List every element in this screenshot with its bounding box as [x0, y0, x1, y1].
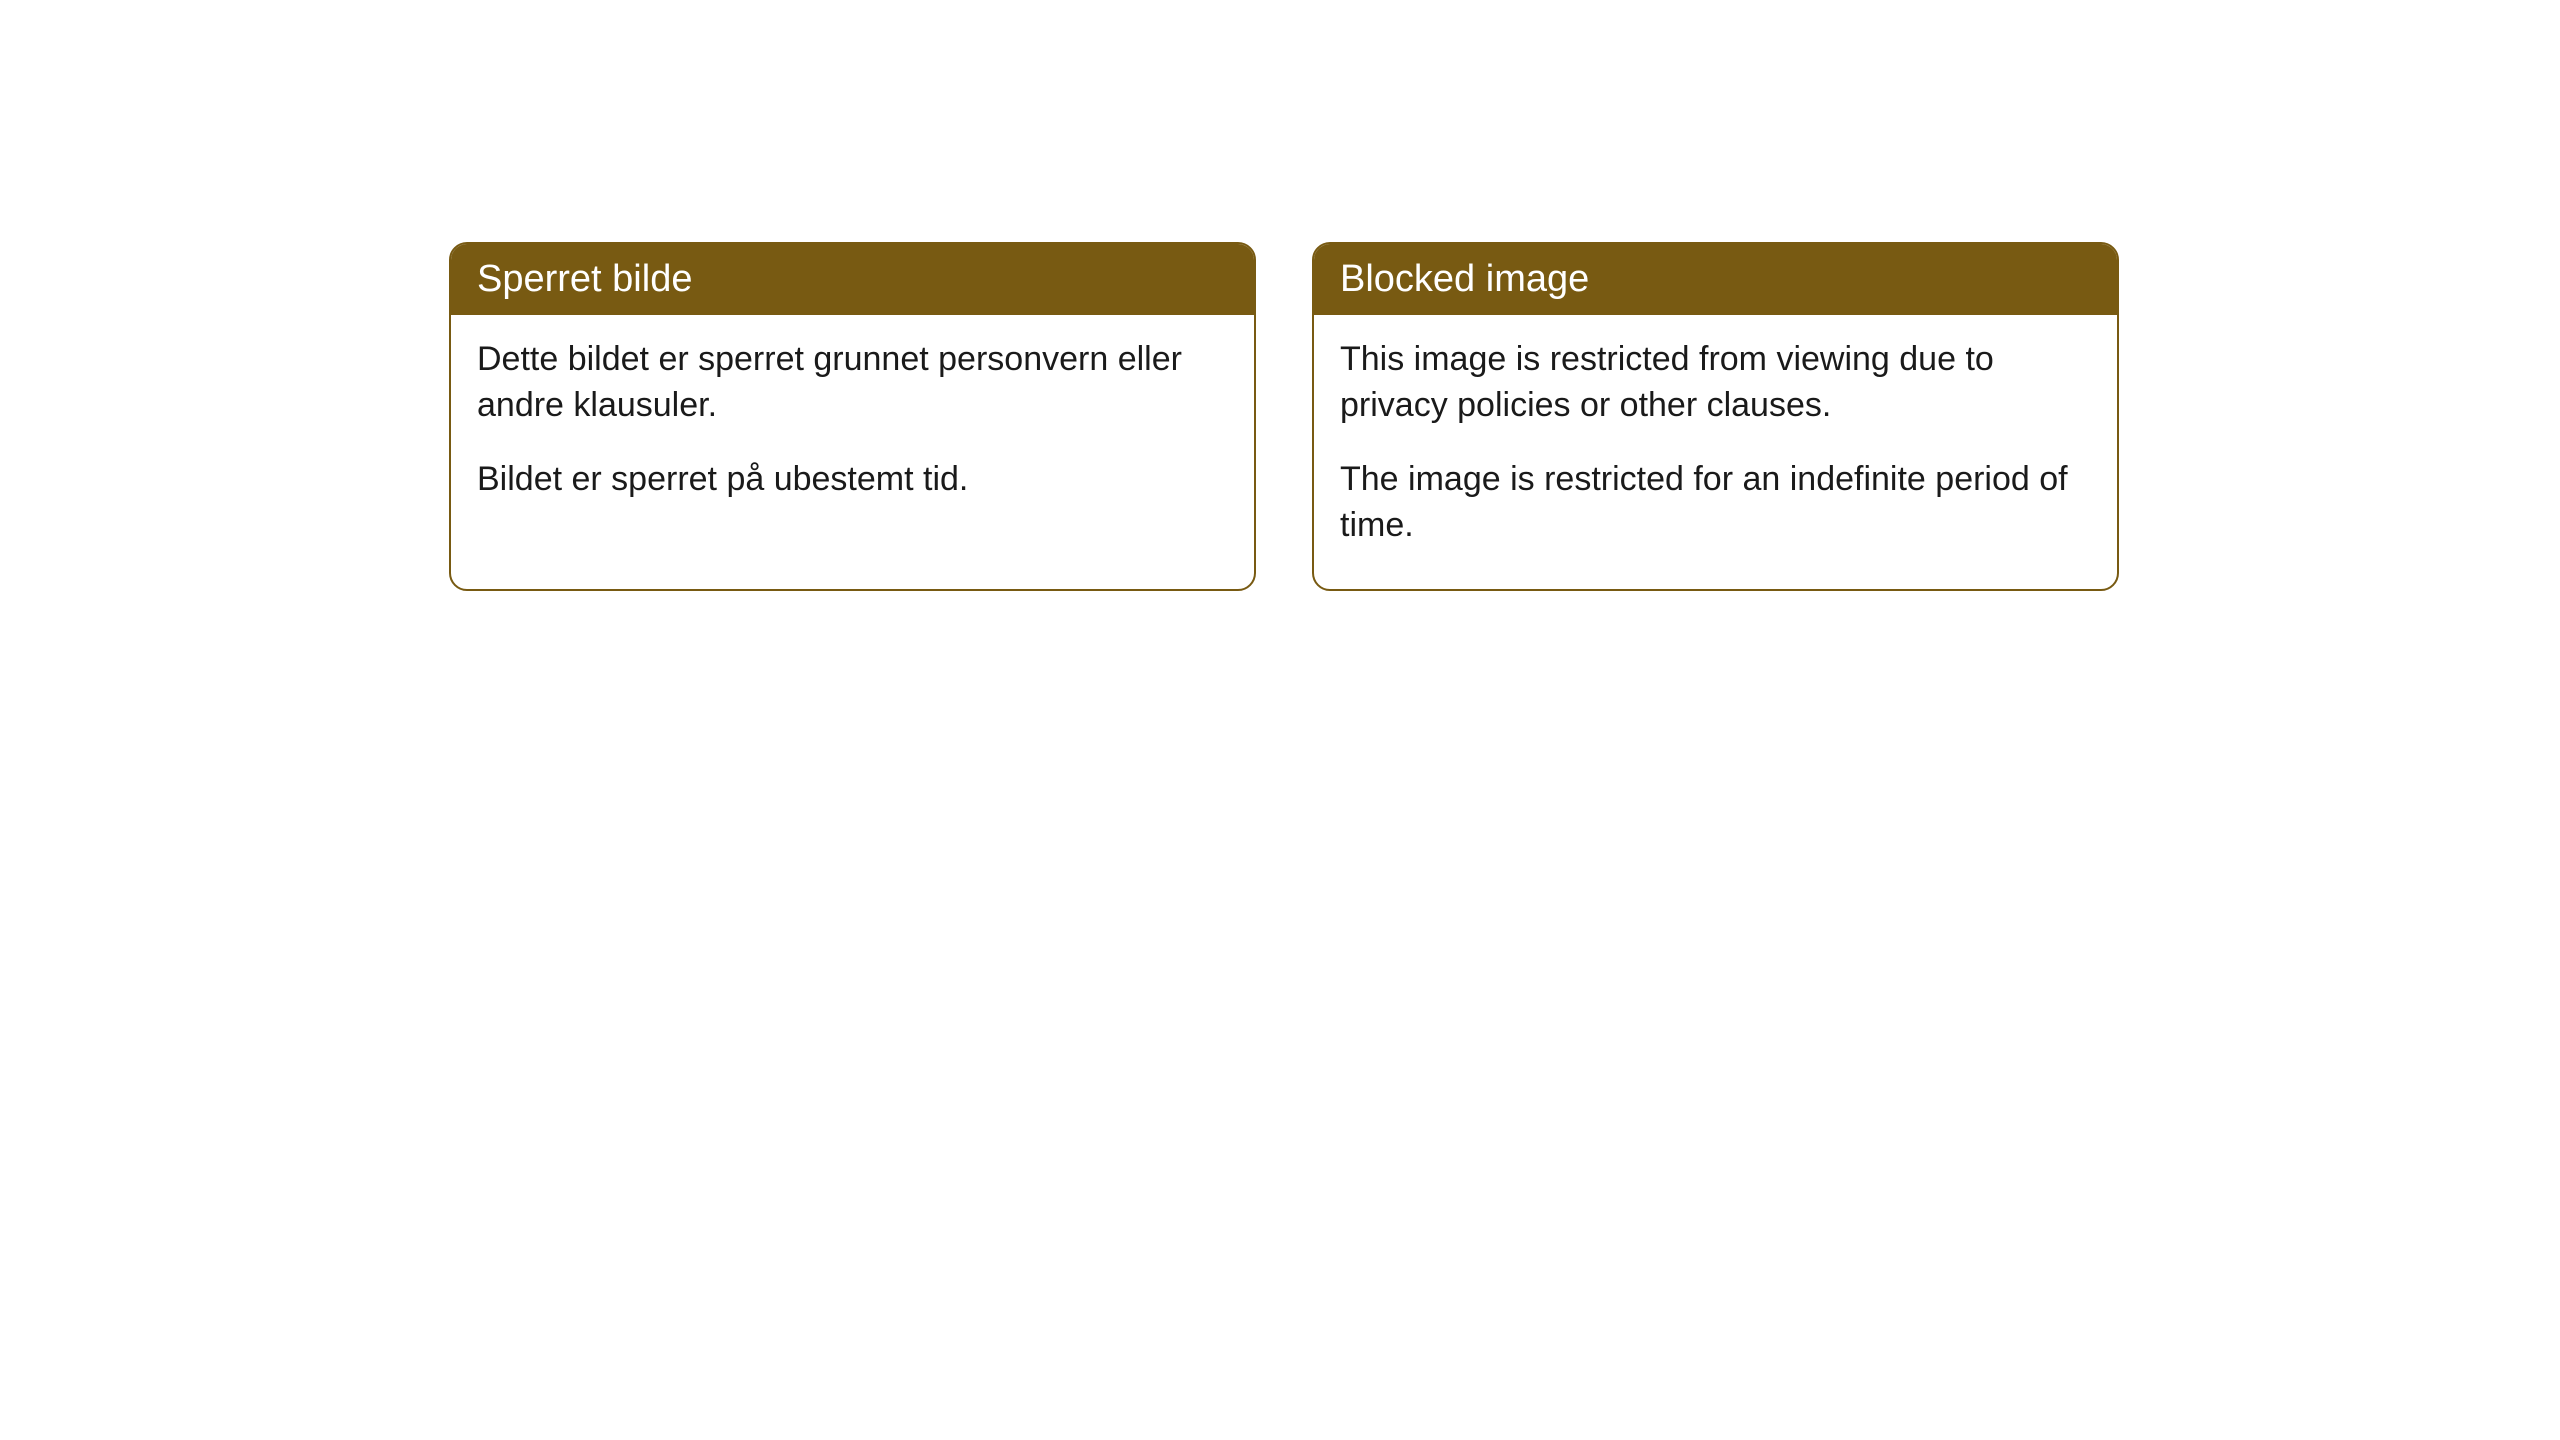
card-paragraph: Bildet er sperret på ubestemt tid. [477, 457, 1228, 503]
card-paragraph: Dette bildet er sperret grunnet personve… [477, 337, 1228, 429]
card-paragraph: The image is restricted for an indefinit… [1340, 457, 2091, 549]
card-body-norwegian: Dette bildet er sperret grunnet personve… [451, 315, 1254, 543]
card-english: Blocked image This image is restricted f… [1312, 242, 2119, 591]
card-norwegian: Sperret bilde Dette bildet er sperret gr… [449, 242, 1256, 591]
card-header-english: Blocked image [1314, 244, 2117, 315]
card-title: Blocked image [1340, 258, 1589, 300]
card-paragraph: This image is restricted from viewing du… [1340, 337, 2091, 429]
card-title: Sperret bilde [477, 258, 692, 300]
card-header-norwegian: Sperret bilde [451, 244, 1254, 315]
cards-container: Sperret bilde Dette bildet er sperret gr… [0, 0, 2560, 591]
card-body-english: This image is restricted from viewing du… [1314, 315, 2117, 589]
